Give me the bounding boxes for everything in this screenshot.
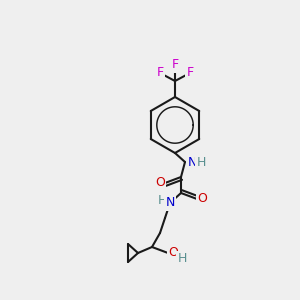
- Text: N: N: [187, 155, 197, 169]
- Text: N: N: [165, 196, 175, 209]
- Text: H: H: [157, 194, 167, 208]
- Text: H: H: [196, 155, 206, 169]
- Text: O: O: [155, 176, 165, 190]
- Text: O: O: [197, 193, 207, 206]
- Text: F: F: [186, 67, 194, 80]
- Text: F: F: [156, 67, 164, 80]
- Text: O: O: [168, 247, 178, 260]
- Text: F: F: [171, 58, 178, 71]
- Text: H: H: [177, 253, 187, 266]
